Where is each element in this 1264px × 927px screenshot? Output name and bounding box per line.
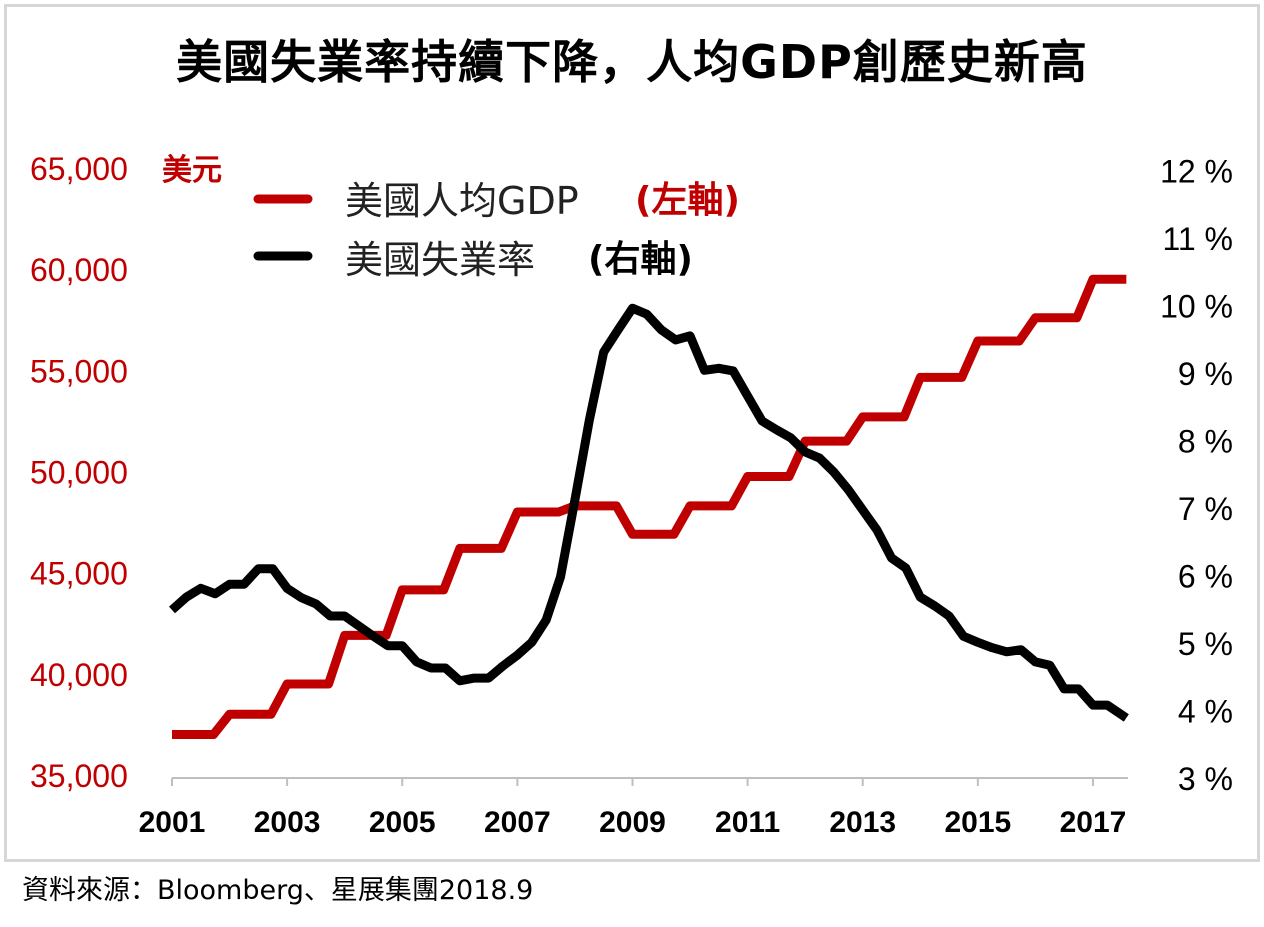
legend: 美國人均GDP (左軸) 美國失業率 (右軸) [253, 179, 740, 282]
x-tick-label: 2011 [715, 806, 780, 839]
y-right-tick-label: 7 % [1178, 491, 1233, 527]
y-right-tick-label: 5 % [1178, 626, 1233, 662]
y-right-tick-label: 11 % [1162, 221, 1233, 257]
y-left-tick-label: 50,000 [30, 455, 128, 491]
y-right-tick-label: 3 % [1178, 761, 1233, 797]
legend-axis-unemployment: (右軸) [588, 239, 693, 280]
legend-label-gdp: 美國人均GDP [345, 179, 579, 223]
x-tick-label: 2017 [1060, 806, 1127, 839]
x-tick-label: 2001 [139, 806, 206, 839]
source-note: 資料來源：Bloomberg、星展集團2018.9 [22, 875, 534, 906]
series-line-unemployment [169, 303, 1129, 722]
x-tick-label: 2007 [484, 806, 551, 839]
x-tick-label: 2013 [829, 806, 896, 839]
legend-axis-gdp: (左軸) [635, 180, 740, 221]
chart-title: 美國失業率持續下降，人均GDP創歷史新高 [176, 35, 1088, 89]
y-right-tick-label: 4 % [1178, 694, 1233, 730]
x-tick-label: 2015 [944, 806, 1011, 839]
y-left-tick-label: 35,000 [30, 758, 128, 794]
legend-label-unemployment: 美國失業率 [345, 238, 535, 282]
x-tick-label: 2003 [254, 806, 321, 839]
series-line-gdp [172, 274, 1127, 740]
y-right-tick-label: 6 % [1178, 559, 1233, 595]
y-left-tick-label: 45,000 [30, 556, 128, 592]
y-right-tick-label: 10 % [1160, 289, 1233, 325]
y-left-unit: 美元 [162, 153, 222, 188]
x-tick-label: 2009 [599, 806, 666, 839]
y-left-tick-label: 65,000 [30, 151, 128, 187]
y-right-tick-label: 8 % [1178, 424, 1233, 460]
chart-frame [4, 4, 1260, 862]
y-right-tick-label: 9 % [1178, 356, 1233, 392]
y-left-tick-label: 60,000 [30, 252, 128, 288]
x-tick-label: 2005 [369, 806, 436, 839]
y-right-tick-label: 12 % [1160, 154, 1233, 190]
y-left-tick-label: 55,000 [30, 353, 128, 389]
y-left-tick-label: 40,000 [30, 657, 128, 693]
